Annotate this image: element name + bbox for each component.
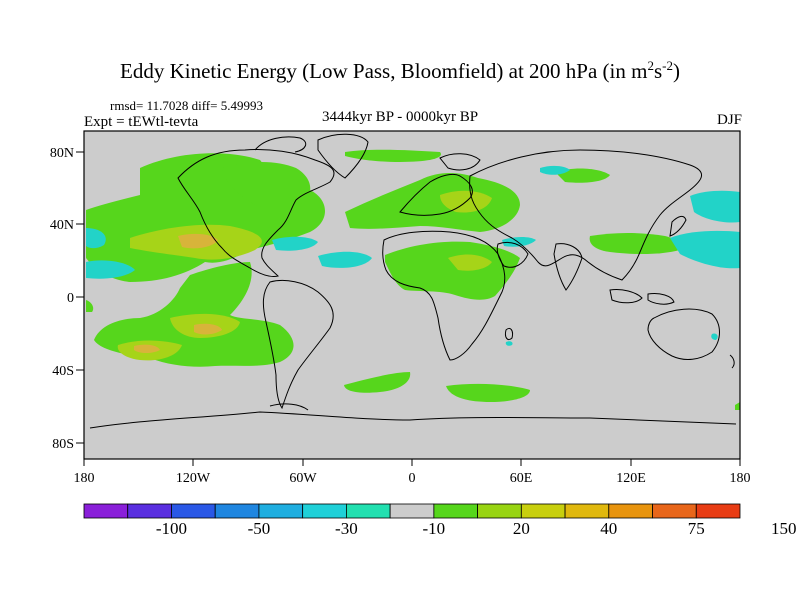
colorbar-swatch — [302, 503, 347, 519]
page-title: Eddy Kinetic Energy (Low Pass, Bloomfiel… — [120, 58, 680, 83]
colorbar-swatch — [477, 503, 522, 519]
lat-tick-label: 0 — [67, 291, 74, 306]
lon-axis: 180 120W 60W 0 60E 120E 180 — [74, 459, 751, 486]
lat-tick-label: 80S — [52, 437, 74, 452]
colorbar-swatch — [433, 503, 479, 519]
colorbar-label: -100 — [155, 519, 188, 538]
lon-tick-label: 180 — [74, 471, 95, 486]
colorbar-label: -50 — [247, 519, 271, 538]
lon-tick-label: 120E — [616, 471, 646, 486]
strong-anomaly-regions — [134, 233, 222, 353]
colorbar-swatch — [564, 503, 610, 519]
lon-tick-label: 180 — [730, 471, 751, 486]
stats-label: rmsd= 11.7028 diff= 5.49993 — [110, 98, 263, 113]
colorbar-swatch — [127, 503, 172, 519]
lat-axis: 80N 40N 0 40S 80S — [50, 146, 84, 452]
colorbar-label: 20 — [512, 519, 530, 538]
lon-tick-label: 60E — [510, 471, 533, 486]
colorbar-label: 150 — [770, 519, 797, 538]
lat-tick-label: 40S — [52, 364, 74, 379]
experiment-label: Expt = tEWtl-tevta — [84, 114, 199, 130]
season-label: DJF — [716, 112, 742, 128]
anomaly-field — [86, 149, 740, 410]
colorbar-swatch — [652, 503, 697, 519]
colorbar-swatch — [520, 503, 566, 519]
negative-anomaly-regions — [86, 165, 740, 346]
colorbar-swatch — [608, 503, 653, 519]
lon-tick-label: 60W — [289, 471, 317, 486]
lon-tick-label: 0 — [409, 471, 416, 486]
lat-tick-label: 40N — [50, 218, 74, 233]
lon-tick-label: 120W — [176, 471, 211, 486]
colorbar — [83, 503, 741, 519]
colorbar-swatch — [258, 503, 304, 519]
colorbar-label: -10 — [422, 519, 446, 538]
colorbar-swatch — [389, 503, 435, 519]
colorbar-swatch — [171, 503, 216, 519]
colorbar-swatch — [345, 503, 391, 519]
coastlines — [89, 133, 737, 429]
colorbar-label: -30 — [335, 519, 358, 538]
period-label: 3444kyr BP - 0000kyr BP — [321, 109, 479, 125]
colorbar-label: 40 — [600, 519, 618, 538]
colorbar-label: 75 — [687, 519, 705, 538]
lat-tick-label: 80N — [50, 146, 74, 161]
colorbar-swatch — [695, 503, 741, 519]
colorbar-swatch — [83, 503, 129, 519]
colorbar-swatch — [214, 503, 260, 519]
positive-anomaly-regions — [86, 149, 740, 410]
